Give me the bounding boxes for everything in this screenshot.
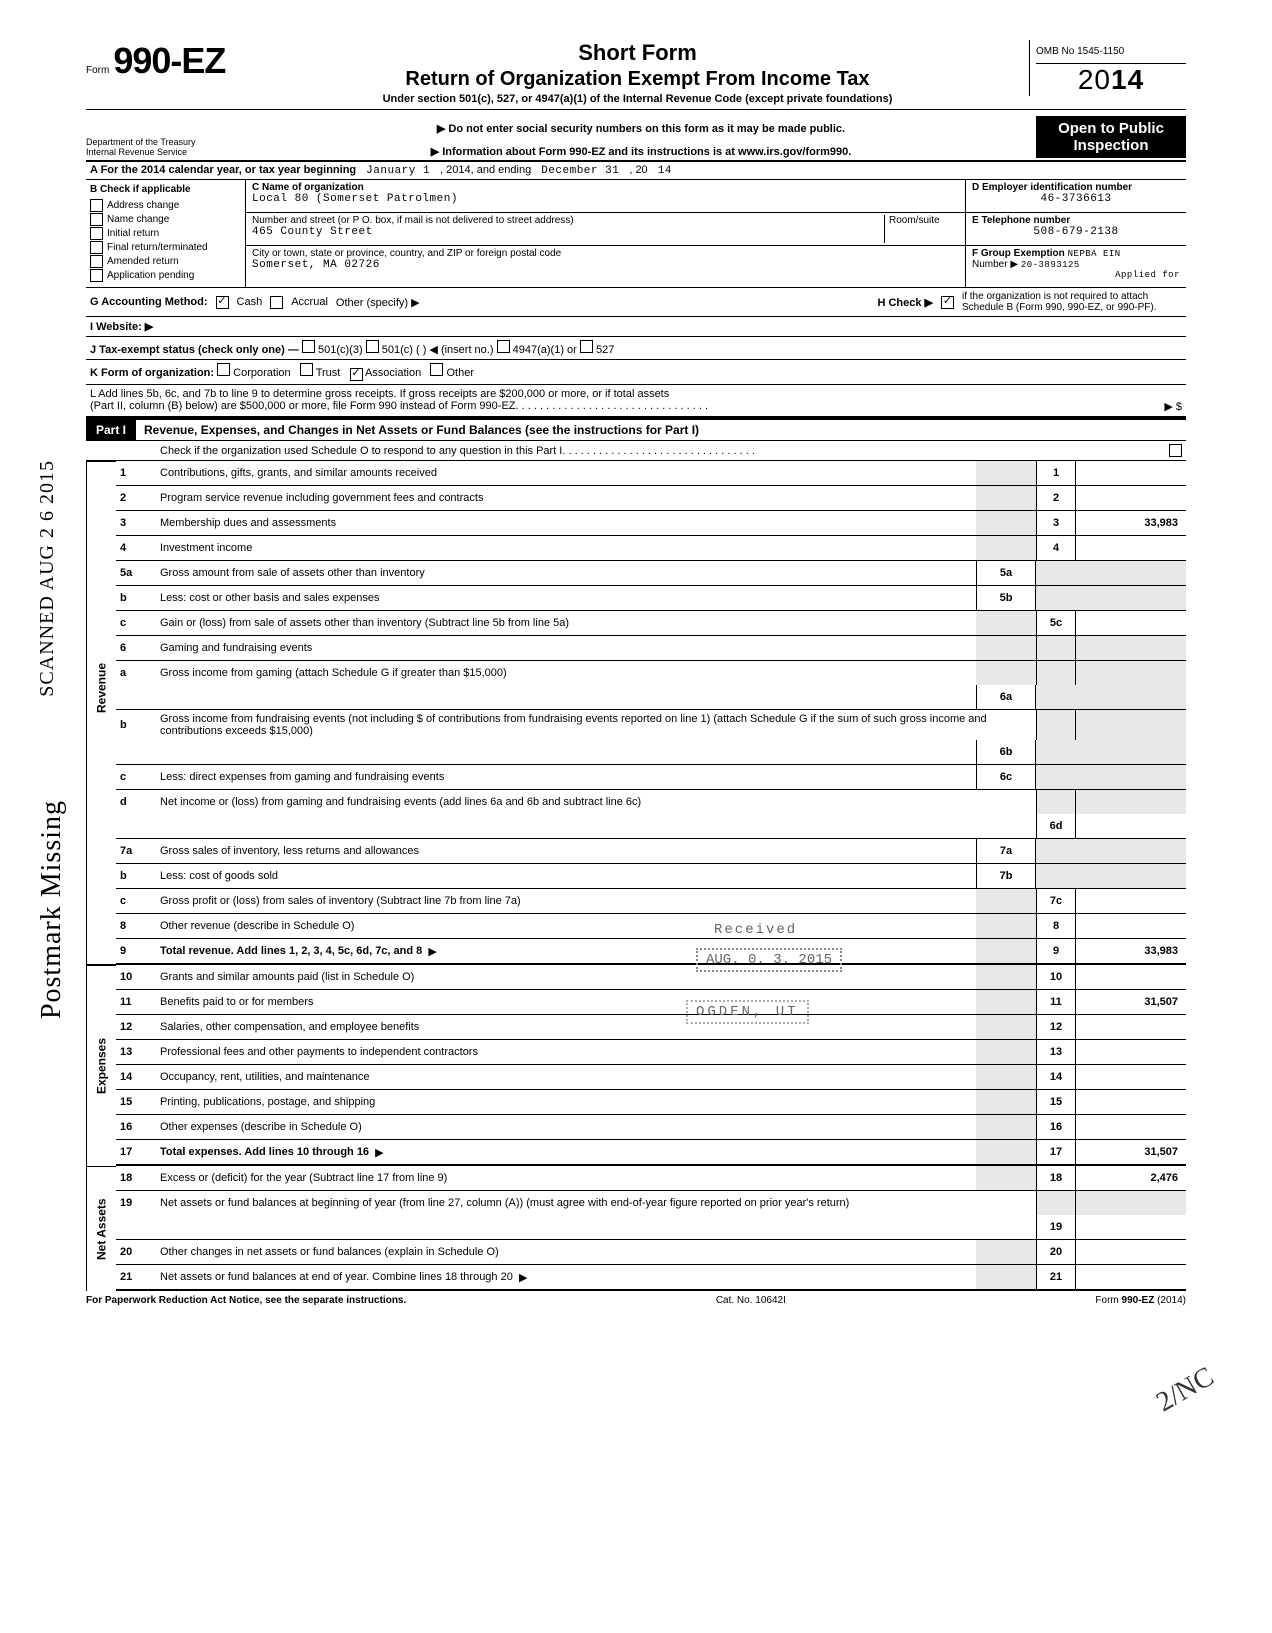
signature-corner: 2/NC [1151,1361,1220,1419]
begin-date: January 1 [366,165,430,177]
omb-number: OMB No 1545-1150 [1036,40,1186,64]
open-public-badge: Open to Public Inspection [1036,116,1186,158]
expenses-label: Expenses [86,965,116,1166]
title-return: Return of Organization Exempt From Incom… [256,68,1019,91]
chk-other-org[interactable] [430,363,443,376]
line-i-website: I Website: ▶ [86,317,1186,337]
form-number: 990-EZ [113,40,225,82]
org-info-block: B Check if applicable Address change Nam… [86,180,1186,288]
line-num: 1 [116,461,156,486]
group-exemption-ein: 20-3893125 [1021,260,1080,270]
chk-trust[interactable] [300,363,313,376]
chk-cash[interactable] [216,296,229,309]
phone: 508-679-2138 [972,226,1180,238]
info-url: ▶ Information about Form 990-EZ and its … [246,145,1036,158]
chk-accrual[interactable] [270,296,283,309]
part-1-tab: Part I [86,420,136,440]
end-date: December 31 [541,165,619,177]
col-c-org-info: C Name of organization Local 80 (Somerse… [246,180,966,287]
title-short-form: Short Form [256,40,1019,66]
dept-row: Department of the Treasury Internal Reve… [86,110,1186,162]
revenue-label: Revenue [86,461,116,914]
line-k-form-org: K Form of organization: Corporation Trus… [86,360,1186,385]
scanned-stamp: SCANNED AUG 2 6 2015 [36,460,59,697]
chk-corp[interactable] [217,363,230,376]
group-exemption-top: NEPBA EIN [1068,249,1121,259]
ein: 46-3736613 [972,193,1180,205]
line-g-h: G Accounting Method: Cash Accrual Other … [86,288,1186,317]
chk-4947[interactable] [497,340,510,353]
line-l: L Add lines 5b, 6c, and 7b to line 9 to … [86,385,1186,418]
page-footer: For Paperwork Reduction Act Notice, see … [86,1291,1186,1306]
chk-name-change[interactable] [90,213,103,226]
org-street: 465 County Street [252,226,884,238]
chk-amended[interactable] [90,255,103,268]
chk-app-pending[interactable] [90,269,103,282]
part-1-table: Revenue 1 Contributions, gifts, grants, … [86,461,1186,1291]
dept-irs: Internal Revenue Service [86,148,246,158]
part-1-check: Check if the organization used Schedule … [86,441,1186,461]
subtitle: Under section 501(c), 527, or 4947(a)(1)… [256,93,1019,105]
tax-year: 2014 [1036,64,1186,96]
form-header: Form 990-EZ Short Form Return of Organiz… [86,40,1186,110]
postmark-stamp: Postmark Missing [36,800,68,1019]
chk-527[interactable] [580,340,593,353]
line-rnum: 1 [1036,461,1076,486]
line-j-tax-status: J Tax-exempt status (check only one) — 5… [86,337,1186,360]
row-a-tax-year: A For the 2014 calendar year, or tax yea… [86,162,1186,180]
org-city: Somerset, MA 02726 [252,259,959,271]
netassets-label: Net Assets [86,1166,116,1291]
chk-association[interactable] [350,368,363,381]
chk-initial-return[interactable] [90,227,103,240]
org-name: Local 80 (Somerset Patrolmen) [252,193,959,205]
chk-schedule-o[interactable] [1169,444,1182,457]
chk-final-return[interactable] [90,241,103,254]
chk-address-change[interactable] [90,199,103,212]
part-1-header: Part I Revenue, Expenses, and Changes in… [86,418,1186,441]
chk-501c[interactable] [366,340,379,353]
col-b-checkboxes: B Check if applicable Address change Nam… [86,180,246,287]
chk-no-schedule-b[interactable] [941,296,954,309]
line-desc: Contributions, gifts, grants, and simila… [156,461,976,486]
form-page: SCANNED AUG 2 6 2015 Postmark Missing Fo… [86,40,1186,1306]
chk-501c3[interactable] [302,340,315,353]
form-prefix: Form [86,65,109,76]
line-val [1076,461,1186,486]
col-defg: D Employer identification number 46-3736… [966,180,1186,287]
ssn-warning: ▶ Do not enter social security numbers o… [246,122,1036,135]
part-1-title: Revenue, Expenses, and Changes in Net As… [136,420,1186,440]
